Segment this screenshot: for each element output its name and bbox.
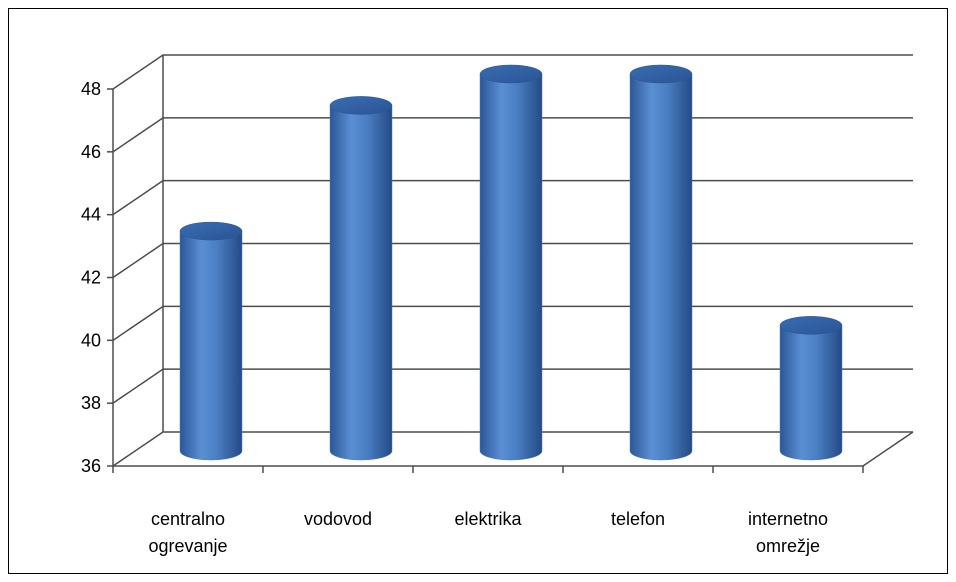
- bar: [629, 64, 693, 461]
- y-tick-label: 40: [81, 330, 101, 350]
- x-category-label: telefon: [611, 509, 665, 529]
- x-category-label: vodovod: [304, 509, 372, 529]
- y-tick-label: 38: [81, 393, 101, 413]
- axis-labels: 36 38 40 42 44 46 48 centralno ogrevanje vodovod e…: [81, 79, 828, 556]
- bar: [179, 221, 243, 461]
- y-tick-label: 44: [81, 205, 101, 225]
- y-tick-label: 42: [81, 268, 101, 288]
- x-category-label: omrežje: [756, 536, 820, 556]
- bar: [329, 96, 393, 461]
- chart-frame: 36 38 40 42 44 46 48 centralno ogrevanje vodovod e…: [8, 8, 948, 574]
- cylinder-bar-chart: 36 38 40 42 44 46 48 centralno ogrevanje vodovod e…: [81, 54, 914, 556]
- y-tick-label: 48: [81, 79, 101, 99]
- axes: [107, 55, 914, 473]
- bar: [779, 316, 843, 461]
- y-tick-label: 46: [81, 142, 101, 162]
- bars: [179, 64, 843, 461]
- y-tick-label: 36: [81, 456, 101, 476]
- bar: [479, 64, 543, 461]
- x-category-label: ogrevanje: [148, 536, 227, 556]
- x-category-label: internetno: [748, 509, 828, 529]
- x-category-label: elektrika: [454, 509, 522, 529]
- x-category-label: centralno: [151, 509, 225, 529]
